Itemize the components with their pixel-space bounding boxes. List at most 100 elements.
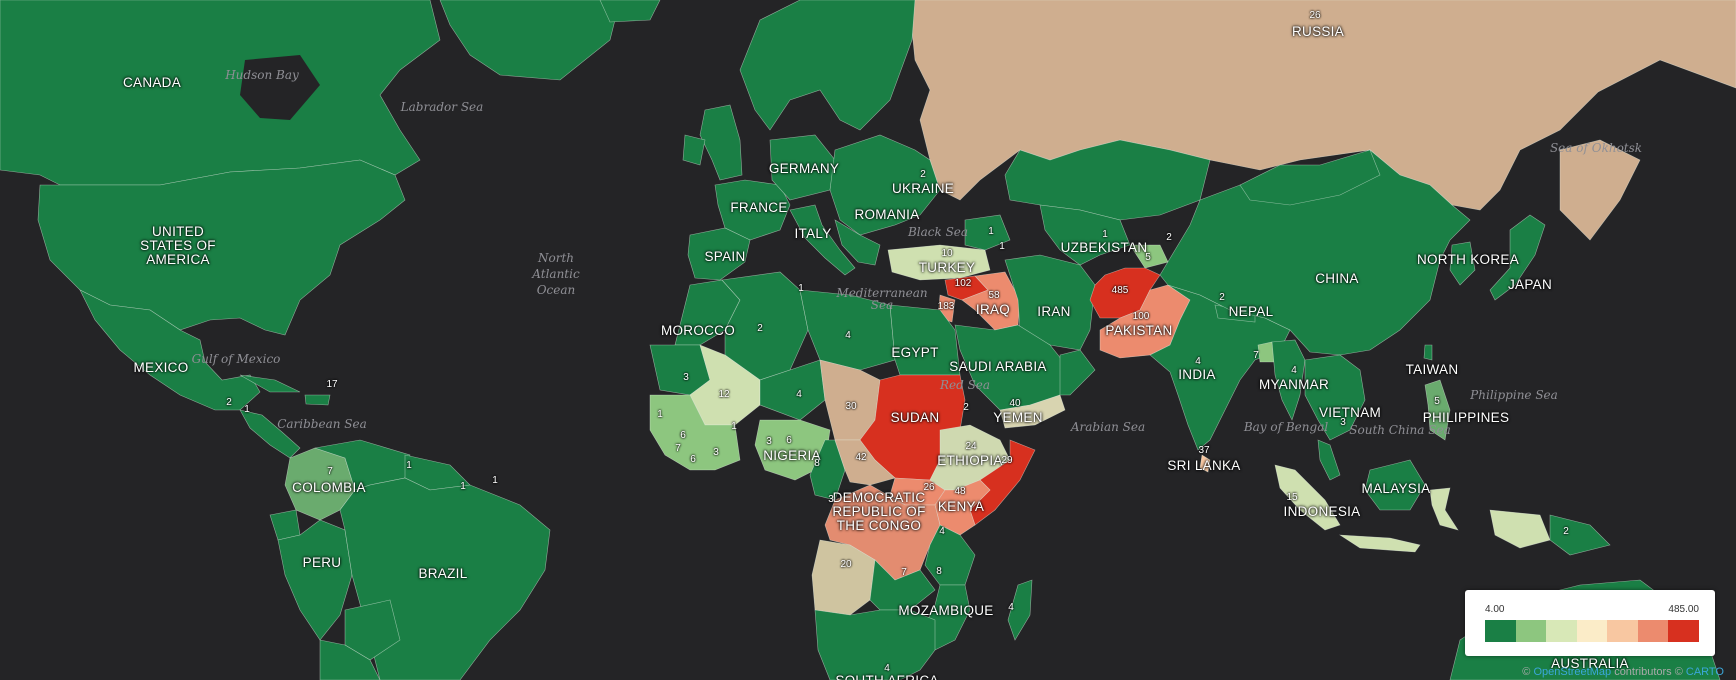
country-canada[interactable] (0, 0, 441, 186)
country-label-line: MEXICO (133, 360, 188, 375)
attribution-carto-link[interactable]: CARTO (1685, 666, 1724, 678)
country-japan[interactable] (1489, 214, 1546, 301)
country-scandinavia[interactable] (739, 0, 916, 131)
value-label: 8 (814, 458, 820, 469)
country-east-europe[interactable] (829, 134, 941, 236)
value-label: 58 (988, 290, 1000, 301)
country-label: JAPAN (1508, 277, 1552, 292)
country-nigeria[interactable] (754, 419, 831, 481)
country-france[interactable] (714, 179, 791, 241)
country-russia-east[interactable] (1559, 139, 1641, 241)
value-label: 3 (828, 494, 834, 505)
country-label-line: FRANCE (730, 200, 787, 215)
country-malaysia[interactable] (1317, 439, 1341, 481)
country-angola[interactable] (811, 539, 876, 616)
country-label-line: BRAZIL (418, 566, 467, 581)
country-south-cone[interactable] (319, 639, 381, 680)
country-label: MOROCCO (661, 323, 735, 338)
country-haiti[interactable] (304, 394, 331, 406)
country-label: MALAYSIA (1362, 481, 1431, 496)
value-label: 1 (798, 283, 804, 294)
country-korea[interactable] (1449, 241, 1476, 286)
country-indochina[interactable] (1304, 354, 1366, 441)
country-label: VIETNAM (1319, 405, 1381, 420)
country-label-line: ETHIOPIA (937, 453, 1002, 468)
country-oman[interactable] (1059, 349, 1096, 396)
value-label: 4 (845, 330, 851, 341)
sea-label: Hudson Bay (224, 68, 299, 82)
country-zambia[interactable] (869, 559, 936, 611)
country-taiwan[interactable] (1423, 344, 1433, 361)
country-iceland[interactable] (599, 0, 661, 23)
country-central-america[interactable] (239, 409, 301, 459)
country-peru[interactable] (277, 519, 353, 641)
country-bolivia[interactable] (344, 599, 401, 661)
country-uzbekistan[interactable] (1039, 204, 1131, 266)
country-label: MOZAMBIQUE (898, 603, 993, 618)
value-label: 12 (718, 389, 730, 400)
attribution-osm-link[interactable]: OpenStreetMap (1533, 666, 1612, 678)
hudson-bay (240, 55, 320, 120)
country-label: TAIWAN (1406, 362, 1459, 377)
value-label: 2 (920, 169, 926, 180)
country-indonesia-java[interactable] (1338, 534, 1421, 553)
value-label: 1 (731, 421, 737, 432)
value-label: 2 (1563, 526, 1569, 537)
country-libya[interactable] (799, 289, 896, 371)
country-madagascar[interactable] (1007, 579, 1033, 641)
country-label: RUSSIA (1292, 24, 1344, 39)
country-indonesia-sumatra[interactable] (1274, 464, 1341, 531)
country-russia[interactable] (911, 0, 1736, 211)
sea-label: Ocean (537, 283, 576, 297)
country-balkans[interactable] (834, 219, 881, 266)
country-label-line: INDIA (1178, 367, 1216, 382)
country-label: SRI LANKA (1167, 458, 1240, 473)
country-iran[interactable] (1004, 254, 1096, 351)
country-car[interactable] (834, 439, 896, 486)
attribution-middle: contributors © (1614, 666, 1683, 678)
country-mozambique[interactable] (924, 584, 971, 651)
value-label: 3 (1340, 417, 1346, 428)
country-label-line: TAIWAN (1406, 362, 1459, 377)
country-new-guinea[interactable] (1489, 509, 1551, 549)
country-label: PAKISTAN (1105, 323, 1172, 338)
country-borneo[interactable] (1364, 459, 1426, 511)
country-kazakhstan[interactable] (1004, 139, 1211, 221)
sea-label: Labrador Sea (400, 100, 484, 114)
legend: 4.00 485.00 (1465, 590, 1715, 656)
country-myanmar[interactable] (1271, 339, 1306, 421)
country-label: YEMEN (993, 410, 1043, 425)
country-mongolia[interactable] (1239, 149, 1381, 206)
country-label-line: VIETNAM (1319, 405, 1381, 420)
legend-swatch (1668, 620, 1700, 642)
country-cuba[interactable] (239, 374, 301, 393)
legend-color-ramp (1485, 620, 1700, 642)
country-papua-new-guinea[interactable] (1549, 514, 1611, 556)
country-label-line: SAUDI ARABIA (949, 359, 1046, 374)
value-label: 15 (1286, 492, 1298, 503)
country-label-line: SUDAN (891, 410, 940, 425)
value-label: 7 (675, 443, 681, 454)
sea-label: North (537, 251, 574, 265)
country-italy[interactable] (789, 204, 856, 276)
country-label: EGYPT (891, 345, 938, 360)
country-label-line: MOZAMBIQUE (898, 603, 993, 618)
country-label-line: SOUTH AFRICA (835, 673, 938, 680)
value-label: 5 (1145, 252, 1151, 263)
value-label: 42 (855, 452, 867, 463)
country-label-line: UKRAINE (892, 181, 954, 196)
country-sri-lanka[interactable] (1199, 454, 1211, 473)
country-caucasus[interactable] (964, 214, 1011, 251)
country-philippines[interactable] (1424, 379, 1451, 441)
country-spain-portugal[interactable] (687, 227, 751, 281)
country-ireland[interactable] (682, 134, 706, 166)
country-yemen[interactable] (999, 394, 1066, 429)
country-indonesia-sulawesi[interactable] (1429, 487, 1459, 531)
country-turkey[interactable] (887, 244, 991, 281)
country-label: CHINA (1315, 271, 1359, 286)
value-label: 4 (939, 526, 945, 537)
country-west-africa[interactable] (649, 394, 741, 471)
country-label-line: MALAYSIA (1362, 481, 1431, 496)
country-southern-africa[interactable] (814, 609, 936, 680)
